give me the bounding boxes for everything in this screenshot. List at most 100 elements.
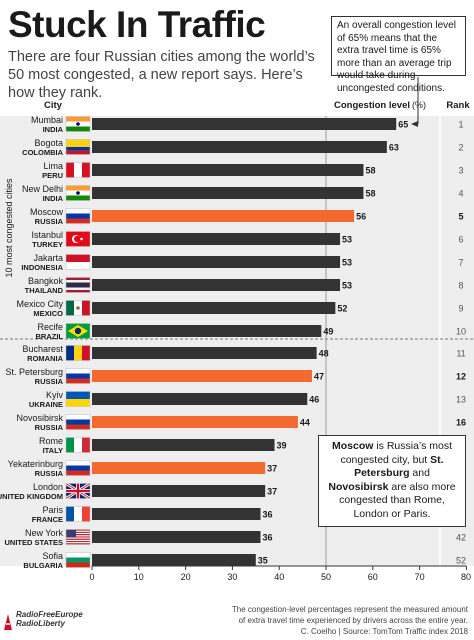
rank-label: 13 — [456, 395, 466, 405]
bar-5 — [92, 233, 341, 245]
bar-16 — [92, 485, 266, 497]
city-label: Paris — [42, 505, 63, 515]
bar-15 — [92, 462, 266, 474]
callout-text-1: is Russia’s most congested city, but — [340, 440, 452, 466]
thailand-flag-icon — [65, 277, 91, 293]
france-flag-icon — [65, 506, 91, 522]
colombia-flag-icon — [65, 139, 91, 155]
bar-4 — [92, 210, 355, 222]
bar-value-label: 35 — [258, 556, 268, 566]
group-label-top-10: 10 most congested cities — [4, 178, 14, 278]
peru-flag-icon — [65, 162, 91, 178]
city-label: Rome — [39, 436, 63, 446]
bar-value-label: 52 — [337, 304, 347, 314]
footnote-line-1: The congestion-level percentages represe… — [231, 605, 468, 614]
russia-flag-icon — [65, 414, 91, 430]
city-label: Mumbai — [31, 115, 63, 125]
city-label: Mexico City — [16, 299, 63, 309]
x-tick-label: 50 — [321, 572, 331, 582]
city-label: London — [33, 482, 63, 492]
x-tick-label: 0 — [89, 572, 94, 582]
bar-value-label: 49 — [323, 327, 333, 337]
x-tick-label: 30 — [227, 572, 237, 582]
rank-label: 2 — [458, 143, 463, 153]
rank-label: 12 — [456, 372, 466, 382]
bar-value-label: 39 — [277, 441, 287, 451]
bar-9 — [92, 325, 322, 337]
rank-label: 8 — [458, 281, 463, 291]
bar-value-label: 48 — [319, 349, 329, 359]
city-label: Novosibirsk — [16, 413, 63, 423]
bar-3 — [92, 187, 364, 199]
russia-callout: Moscow is Russia’s most congested city, … — [318, 435, 466, 527]
indonesia-flag-icon — [65, 254, 91, 270]
callout-text-3: are also more congested than Rome, Londo… — [339, 480, 456, 520]
bar-17 — [92, 508, 261, 520]
bar-value-label: 53 — [342, 281, 352, 291]
footnote-source: C. Coelho | Source: TomTom Traffic index… — [300, 627, 468, 636]
bar-7 — [92, 279, 341, 291]
bar-value-label: 53 — [342, 235, 352, 245]
x-tick-label: 10 — [134, 572, 144, 582]
country-label: INDONESIA — [21, 263, 63, 272]
city-label: Moscow — [30, 207, 64, 217]
country-label: ROMANIA — [27, 354, 63, 363]
bar-0 — [92, 118, 397, 130]
footnote: The congestion-level percentages represe… — [200, 604, 468, 637]
india-flag-icon — [65, 185, 91, 201]
country-label: FRANCE — [32, 515, 63, 524]
russia-flag-icon — [65, 208, 91, 224]
city-label: Lima — [43, 161, 63, 171]
header-congestion-unit: (%) — [412, 100, 426, 110]
rank-label: 7 — [458, 258, 463, 268]
country-label: BULGARIA — [23, 561, 63, 570]
callout-moscow: Moscow — [332, 440, 374, 452]
country-label: RUSSIA — [35, 217, 64, 226]
country-label: TURKEY — [32, 240, 63, 249]
x-tick-label: 20 — [181, 572, 191, 582]
rank-label: 5 — [458, 212, 463, 222]
bar-8 — [92, 302, 336, 314]
bar-value-label: 44 — [300, 418, 310, 428]
bar-value-label: 46 — [309, 395, 319, 405]
rank-label: 6 — [458, 235, 463, 245]
bar-6 — [92, 256, 341, 268]
city-label: New York — [25, 528, 64, 538]
country-label: UNITED STATES — [5, 538, 63, 547]
bulgaria-flag-icon — [65, 552, 91, 568]
russia-flag-icon — [65, 460, 91, 476]
callout-text-2: and — [409, 467, 430, 479]
rank-label: 3 — [458, 166, 463, 176]
country-label: PERU — [42, 171, 63, 180]
ukraine-flag-icon — [65, 391, 91, 407]
x-tick-label: 70 — [415, 572, 425, 582]
header-background — [0, 94, 474, 116]
india-flag-icon — [65, 116, 91, 132]
russia-flag-icon — [65, 368, 91, 384]
rank-label: 11 — [456, 349, 465, 359]
city-label: St. Petersburg — [5, 367, 63, 377]
rank-label: 16 — [456, 418, 466, 428]
romania-flag-icon — [65, 345, 91, 361]
bar-value-label: 63 — [389, 143, 399, 153]
bar-value-label: 65 — [398, 120, 408, 130]
country-label: COLOMBIA — [22, 148, 63, 157]
country-label: RUSSIA — [35, 377, 64, 386]
header-congestion-level: Congestion level — [334, 100, 410, 111]
bar-value-label: 56 — [356, 212, 366, 222]
note-arrow-head — [411, 121, 418, 127]
bar-10 — [92, 347, 317, 359]
country-label: BRAZIL — [36, 332, 64, 341]
rank-label: 42 — [456, 533, 466, 543]
bar-11 — [92, 370, 312, 382]
city-label: Bangkok — [28, 276, 64, 286]
rank-label: 10 — [456, 327, 466, 337]
mexico-flag-icon — [65, 300, 91, 316]
city-label: Recife — [37, 322, 63, 332]
country-label: UNITED KINGDOM — [0, 492, 63, 501]
bar-14 — [92, 439, 275, 451]
bar-value-label: 58 — [365, 189, 375, 199]
country-label: INDIA — [43, 125, 64, 134]
header-rank: Rank — [446, 100, 470, 111]
